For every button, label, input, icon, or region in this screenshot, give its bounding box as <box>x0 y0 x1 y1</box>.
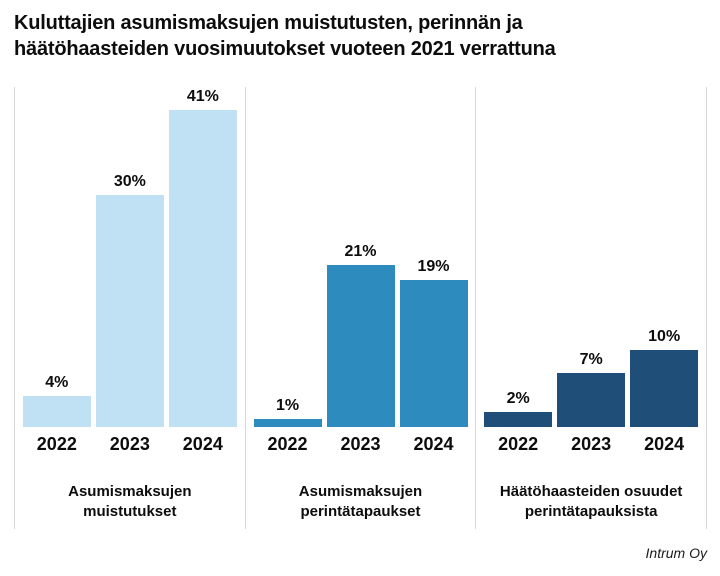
bar-value-label: 41% <box>186 88 219 105</box>
bar-column: 21% 2023 <box>326 87 395 457</box>
bar <box>168 110 237 427</box>
bar <box>630 350 699 427</box>
bar-column: 2% 2022 <box>484 87 553 457</box>
group-label: Häätöhaasteiden osuudet perintätapauksis… <box>499 483 683 520</box>
bar-chart: 4% 2022 30% 2023 41% 2024 Asumismaksujen muist… <box>14 87 708 529</box>
bar-columns: 4% 2022 30% 2023 41% 2024 <box>15 87 245 457</box>
group-label-wrap: Häätöhaasteiden osuudet perintätapauksis… <box>476 482 706 522</box>
bar <box>326 265 395 427</box>
x-axis-label: 2024 <box>644 434 685 454</box>
chart-panel-1: 4% 2022 30% 2023 41% 2024 Asumismaksujen muist… <box>14 87 245 529</box>
bar-column: 4% 2022 <box>22 87 91 457</box>
x-axis-label: 2024 <box>413 434 454 454</box>
group-label: Asumismaksujen muistutukset <box>68 483 192 520</box>
x-axis-label: 2023 <box>340 434 381 454</box>
bar-value-label: 30% <box>113 173 146 190</box>
source-credit: Intrum Oy <box>645 545 707 561</box>
x-axis-label: 2023 <box>571 434 612 454</box>
bar-value-label: 19% <box>417 258 450 275</box>
chart-title: Kuluttajien asumismaksujen muistutusten,… <box>14 12 556 60</box>
bar-value-label: 2% <box>506 390 530 407</box>
bar-column: 7% 2023 <box>557 87 626 457</box>
x-axis-label: 2024 <box>182 434 223 454</box>
group-label-wrap: Asumismaksujen perintätapaukset <box>246 482 476 522</box>
bar-value-label: 21% <box>344 243 377 260</box>
bar-column: 1% 2022 <box>253 87 322 457</box>
bar-value-label: 4% <box>45 374 69 391</box>
bar-column: 30% 2023 <box>95 87 164 457</box>
group-label: Asumismaksujen perintätapaukset <box>298 483 423 520</box>
group-label-wrap: Asumismaksujen muistutukset <box>15 482 245 522</box>
bar <box>95 195 164 427</box>
x-axis-label: 2022 <box>267 434 308 454</box>
x-axis-label: 2022 <box>498 434 539 454</box>
bar <box>484 412 553 427</box>
chart-panel-2: 1% 2022 21% 2023 19% 2024 Asumismaksujen perin… <box>244 87 476 529</box>
bar-value-label: 7% <box>579 351 603 368</box>
bar-column: 19% 2024 <box>399 87 468 457</box>
chart-panel-3: 2% 2022 7% 2023 10% 2024 Häätöhaasteiden osuud… <box>475 87 708 529</box>
bar <box>22 396 91 427</box>
x-axis-label: 2022 <box>36 434 77 454</box>
bar <box>253 419 322 427</box>
bar <box>557 373 626 427</box>
bar-columns: 2% 2022 7% 2023 10% 2024 <box>476 87 706 457</box>
bar-column: 41% 2024 <box>168 87 237 457</box>
x-axis-label: 2023 <box>109 434 150 454</box>
bar-columns: 1% 2022 21% 2023 19% 2024 <box>246 87 476 457</box>
bar-value-label: 1% <box>275 397 300 414</box>
bar-column: 10% 2024 <box>630 87 699 457</box>
bar <box>399 280 468 427</box>
bar-value-label: 10% <box>648 328 681 345</box>
